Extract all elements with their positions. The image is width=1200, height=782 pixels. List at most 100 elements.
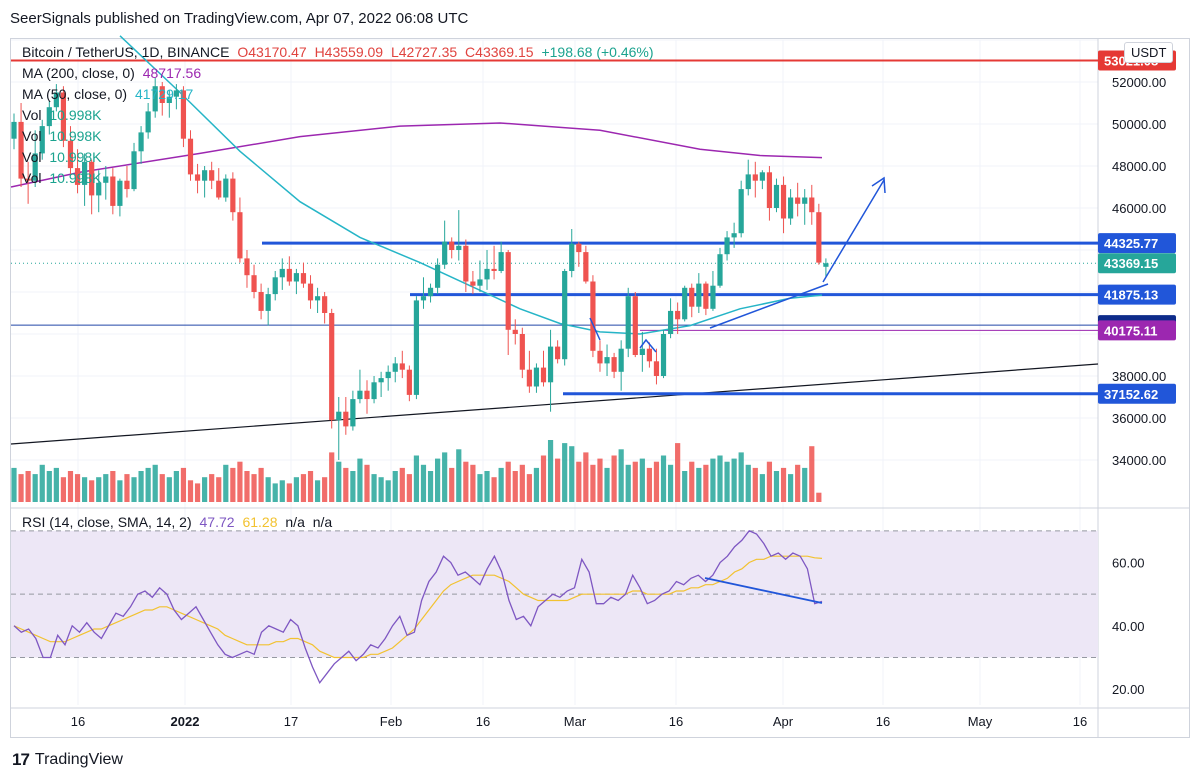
vol-label[interactable]: Vol [22, 128, 42, 144]
time-tick-label: 2022 [171, 714, 200, 729]
volume-bar [11, 467, 17, 502]
candle-body [399, 363, 405, 370]
chart-frame[interactable] [10, 38, 1190, 738]
candle-body [258, 292, 264, 311]
rsi-na-2: n/a [312, 514, 333, 530]
volume-bar [519, 464, 525, 502]
volume-bar [632, 461, 638, 502]
volume-bar [470, 464, 476, 502]
currency-button[interactable]: USDT [1124, 42, 1174, 63]
candle-body [350, 399, 356, 427]
volume-bar [413, 455, 420, 502]
long-trendline [10, 363, 1099, 445]
volume-bar [675, 443, 681, 502]
ohlc-open: O43170.47 [237, 44, 307, 60]
vol-legend-2[interactable]: Vol 10.998K [22, 128, 106, 144]
volume-bar [82, 477, 88, 502]
rsi-legend[interactable]: RSI (14, close, SMA, 14, 2) 47.72 61.28 … [22, 514, 336, 530]
volume-bar [590, 464, 596, 502]
ma200-legend[interactable]: MA (200, close, 0) 48717.56 [22, 65, 205, 81]
volume-bar [307, 471, 314, 502]
symbol-title[interactable]: Bitcoin / TetherUS, 1D, BINANCE [22, 44, 230, 60]
candle-body [343, 411, 349, 427]
volume-bar [491, 477, 497, 502]
candle-body [103, 176, 109, 183]
vol-legend-4[interactable]: Vol 10.998K [22, 170, 106, 186]
rsi-na-1: n/a [285, 514, 305, 530]
volume-bar [145, 467, 151, 502]
candle-body [378, 378, 384, 383]
volume-bar [498, 467, 504, 502]
candle-body [780, 184, 787, 219]
volume-bar [809, 446, 815, 502]
candle-body [512, 329, 518, 334]
volume-bar [710, 458, 716, 502]
volume-bar [194, 483, 201, 502]
volume-bar [583, 452, 589, 502]
candle-body [357, 390, 363, 400]
volume-bar [378, 477, 384, 502]
vol-label[interactable]: Vol [22, 149, 42, 165]
volume-bar [230, 467, 236, 502]
candle-body [456, 245, 462, 250]
volume-bar [18, 474, 24, 502]
candle-body [470, 281, 476, 286]
volume-bar [89, 480, 95, 502]
vol-value: 10.998K [49, 170, 102, 186]
ma200-label[interactable]: MA (200, close, 0) [22, 65, 135, 81]
candle-body [371, 382, 377, 400]
volume-bar [350, 471, 356, 502]
volume-bar [802, 467, 808, 502]
ohlc-close: C43369.15 [465, 44, 534, 60]
candle-body [152, 86, 158, 112]
candle-body [32, 153, 38, 181]
candle-body [89, 161, 95, 196]
volume-bar [773, 471, 780, 502]
time-tick-label: 16 [876, 714, 890, 729]
candle-body [145, 111, 151, 133]
volume-bar [272, 483, 278, 502]
volume-bar [442, 452, 448, 502]
volume-bar [385, 480, 391, 502]
vol-label[interactable]: Vol [22, 107, 42, 123]
vol-legend-1[interactable]: Vol 10.998K [22, 107, 106, 123]
volume-bar [731, 458, 737, 502]
volume-bar [816, 492, 822, 502]
volume-bar [660, 455, 667, 502]
candle-body [646, 348, 652, 362]
price-tag-label: 41875.13 [1104, 288, 1158, 303]
vol-legend-3[interactable]: Vol 10.998K [22, 149, 106, 165]
candle-body [435, 264, 441, 288]
candle-body [385, 371, 391, 379]
symbol-legend[interactable]: Bitcoin / TetherUS, 1D, BINANCE O43170.4… [22, 44, 658, 60]
candle-body [124, 180, 130, 190]
volume-bar [597, 458, 603, 502]
candle-body [293, 273, 299, 282]
candle-body [597, 350, 603, 364]
candle-body [484, 268, 490, 280]
candle-body [82, 161, 88, 185]
volume-bar [569, 446, 575, 502]
rsi-tick-label: 40.00 [1112, 619, 1145, 634]
candle-body [159, 86, 165, 103]
candle-body [675, 310, 681, 320]
vol-label[interactable]: Vol [22, 170, 42, 186]
volume-bar [406, 474, 412, 502]
volume-bar [703, 464, 709, 502]
price-chart-canvas[interactable]: 52000.00 50000.00 48000.00 46000.00 38000.00… [0, 0, 1200, 740]
bounce-marker [589, 317, 657, 353]
candle-body [463, 245, 469, 282]
volume-bar [46, 471, 52, 502]
rsi-label[interactable]: RSI (14, close, SMA, 14, 2) [22, 514, 192, 530]
ma50-label[interactable]: MA (50, close, 0) [22, 86, 128, 102]
price-tag-label: 37152.62 [1104, 387, 1158, 402]
volume-bar [576, 461, 582, 502]
footer-brand[interactable]: 17 TradingView [12, 750, 123, 770]
candle-body [795, 197, 801, 204]
price-tick-label: 38000.00 [1112, 369, 1166, 384]
volume-bar [166, 477, 172, 502]
volume-bar [788, 474, 794, 502]
volume-bar [456, 449, 462, 502]
ma50-legend[interactable]: MA (50, close, 0) 41729.17 [22, 86, 197, 102]
candle-body [166, 96, 172, 103]
